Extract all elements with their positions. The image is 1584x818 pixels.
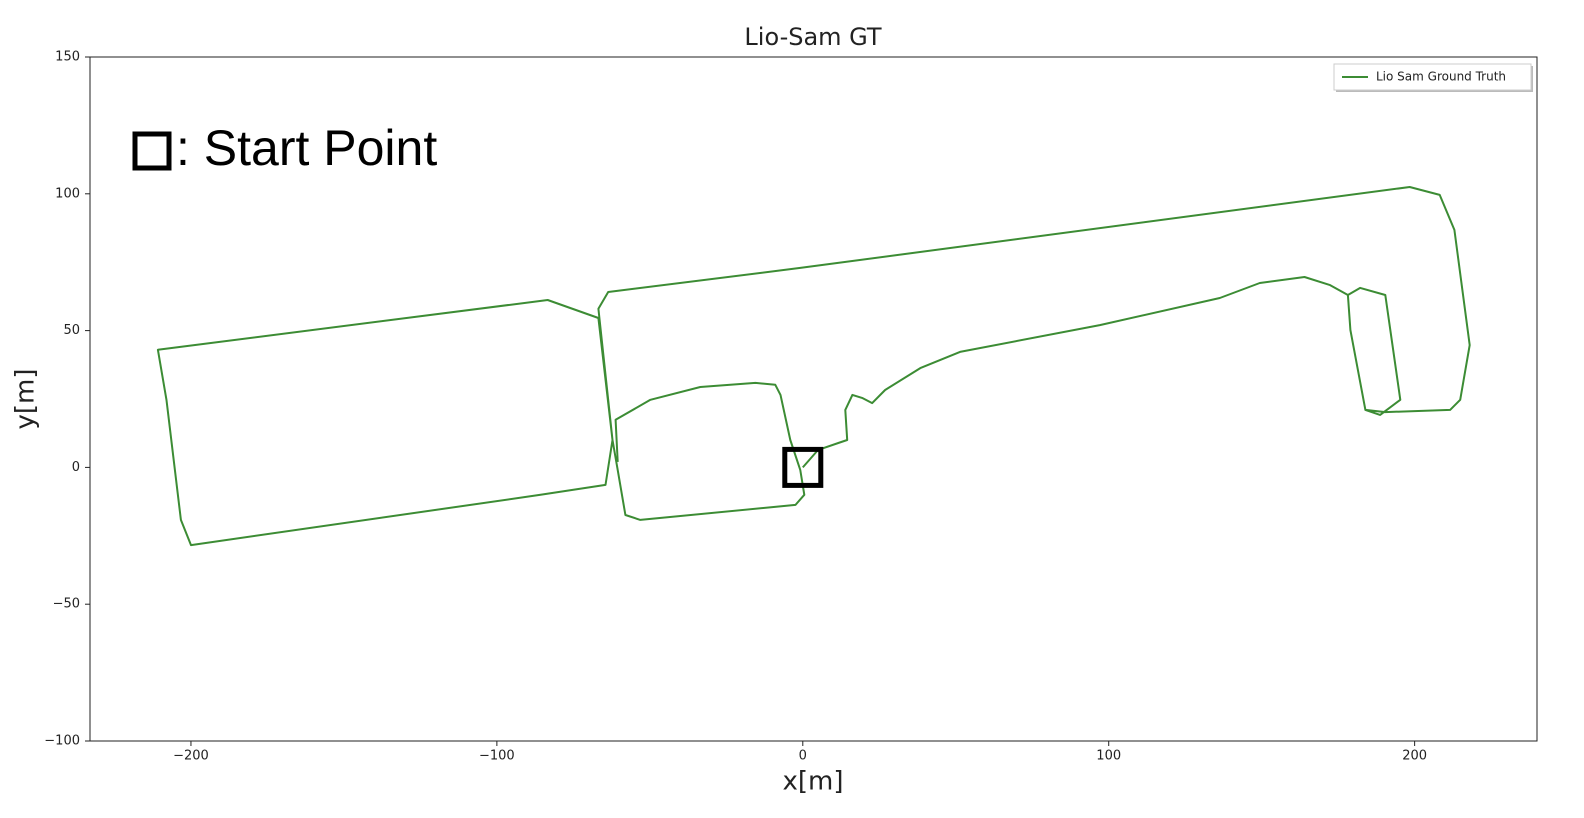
y-tick-label: −100 [44, 734, 80, 749]
x-tick-label: 200 [1402, 749, 1427, 764]
annotation: : Start Point [176, 120, 437, 176]
y-tick-label: 0 [72, 460, 80, 475]
legend-box [1333, 63, 1532, 91]
plot-frame [89, 56, 1538, 742]
legend-label: Lio Sam Ground Truth [1376, 70, 1506, 84]
y-tick-label: 150 [55, 50, 80, 65]
trajectory-line [156, 186, 1471, 547]
x-tick-label: −200 [173, 749, 209, 764]
y-axis-label: y[m] [11, 368, 41, 429]
legend-square-icon [132, 131, 172, 171]
y-tick-label: 100 [55, 186, 80, 201]
x-tick-label: 0 [799, 749, 807, 764]
chart-title: Lio-Sam GT [744, 23, 882, 51]
y-tick-label: −50 [53, 597, 80, 612]
x-tick-label: −100 [479, 749, 515, 764]
start-point-box [782, 446, 824, 488]
y-tick-label: 50 [63, 323, 80, 338]
x-tick-label: 100 [1096, 749, 1121, 764]
x-axis-label: x[m] [782, 767, 843, 797]
